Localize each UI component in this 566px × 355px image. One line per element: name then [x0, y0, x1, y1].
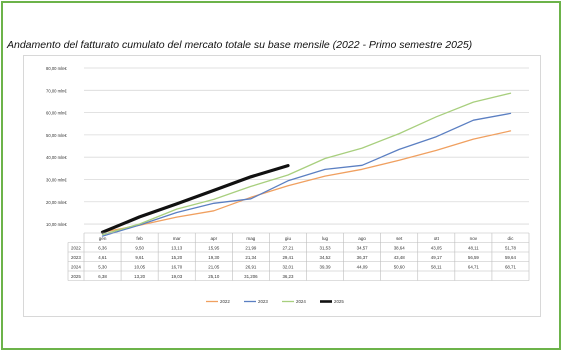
data-label: 6,38	[98, 274, 107, 279]
data-label: 58,11	[431, 264, 442, 269]
data-label: 26,91	[245, 264, 257, 269]
y-tick-label: 30,00 mln€	[46, 177, 67, 182]
x-tick-label: mar	[173, 236, 181, 241]
x-tick-label: apr	[210, 236, 217, 241]
data-label: 36,37	[357, 255, 369, 260]
data-label: 32,01	[282, 264, 294, 269]
data-label: 39,39	[320, 264, 332, 269]
series-line-2023	[101, 112, 512, 237]
data-label: 64,71	[468, 264, 480, 269]
data-label: 56,59	[468, 255, 480, 260]
legend-label: 2022	[220, 299, 230, 304]
data-label: 21,34	[245, 255, 257, 260]
x-tick-label: set	[396, 236, 403, 241]
x-tick-label: ott	[434, 236, 440, 241]
data-label: 13,13	[171, 245, 183, 250]
series-line-2025	[100, 163, 290, 234]
chart-svg: 10,00 mln€ 20,00 mln€ 30,00 mln€ 40,00 mln€…	[46, 66, 530, 304]
data-label: 4,61	[98, 255, 107, 260]
x-tick-label: gen	[99, 236, 107, 241]
data-label: 51,78	[505, 245, 517, 250]
data-label: 19,30	[208, 255, 220, 260]
data-label: 34,52	[320, 255, 332, 260]
data-label: 48,11	[468, 245, 479, 250]
y-tick-label: 40,00 mln€	[46, 155, 67, 160]
data-label: 15,20	[171, 255, 183, 260]
data-label: 9,50	[135, 245, 144, 250]
x-tick-label: lug	[322, 236, 329, 241]
data-label: 49,17	[431, 255, 443, 260]
legend-label: 2024	[296, 299, 306, 304]
chart-title: Andamento del fatturato cumulato del mer…	[7, 39, 473, 51]
y-tick-label: 80,00 mln€	[46, 66, 67, 71]
x-tick-label: giu	[285, 236, 292, 241]
data-label: 6,36	[98, 245, 107, 250]
chart-panel: 10,00 mln€ 20,00 mln€ 30,00 mln€ 40,00 mln€…	[23, 55, 541, 317]
x-tick-label: ago	[358, 236, 366, 241]
legend-label: 2023	[258, 299, 268, 304]
series-line-2022	[101, 130, 512, 233]
data-label: 13,20	[134, 274, 146, 279]
data-label: 15,95	[208, 245, 220, 250]
x-tick-label: mag	[246, 236, 255, 241]
data-label: 36,23	[282, 274, 294, 279]
data-label: 10,05	[134, 264, 146, 269]
y-tick-label: 50,00 mln€	[46, 133, 67, 138]
data-label: 21,05	[208, 264, 220, 269]
data-label: 50,60	[394, 264, 406, 269]
data-label: 38,64	[394, 245, 406, 250]
y-tick-label: 20,00 mln€	[46, 200, 67, 205]
table-row-label: 2025	[71, 274, 81, 279]
data-label: 31,53	[320, 245, 332, 250]
data-label: 5,30	[98, 264, 107, 269]
data-label: 34,57	[357, 245, 369, 250]
data-label: 29,41	[282, 255, 294, 260]
data-label: 43,05	[431, 245, 443, 250]
x-tick-label: nov	[470, 236, 478, 241]
data-label: 68,71	[505, 264, 517, 269]
data-label: 21,99	[245, 245, 257, 250]
data-label: 44,09	[357, 264, 369, 269]
table-row-label: 2022	[71, 245, 81, 250]
chart-frame: Andamento del fatturato cumulato del mer…	[1, 1, 561, 350]
data-label: 25,10	[208, 274, 220, 279]
y-tick-label: 60,00 mln€	[46, 111, 67, 116]
data-label: 9,61	[135, 255, 144, 260]
series-line-2024	[101, 92, 512, 236]
x-tick-label: dic	[508, 236, 515, 241]
data-label: 19,03	[171, 274, 183, 279]
legend-label: 2025	[334, 299, 344, 304]
y-tick-label: 70,00 mln€	[46, 88, 67, 93]
table-row-label: 2023	[71, 255, 81, 260]
table-row-label: 2024	[71, 264, 81, 269]
x-tick-label: feb	[136, 236, 143, 241]
data-label: 27,21	[282, 245, 294, 250]
data-label: 59,64	[505, 255, 517, 260]
y-tick-label: 10,00 mln€	[46, 222, 67, 227]
data-label: 16,70	[171, 264, 183, 269]
data-label: 31,206	[244, 274, 258, 279]
data-label: 43,48	[394, 255, 406, 260]
